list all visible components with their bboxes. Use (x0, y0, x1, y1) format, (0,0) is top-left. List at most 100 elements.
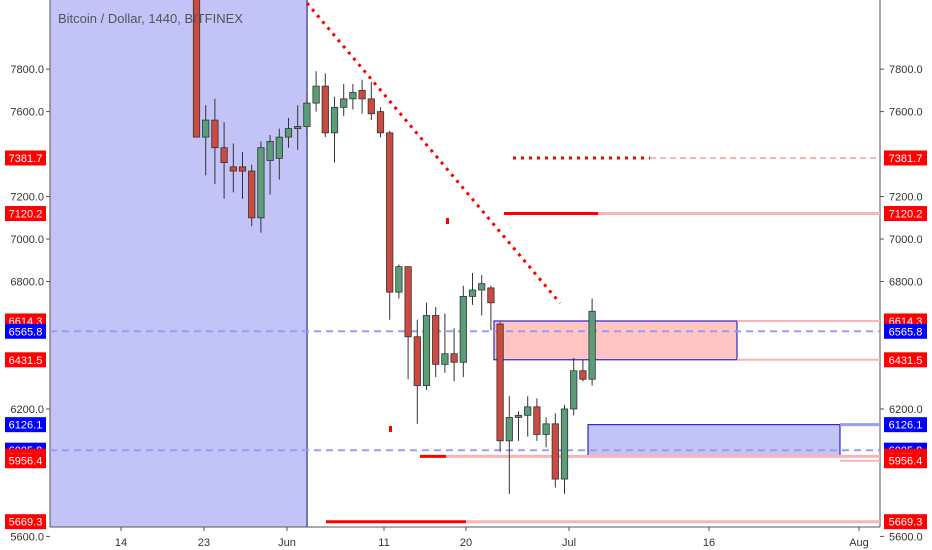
candle-down (192, 0, 201, 138)
candle-down (358, 89, 366, 100)
price-tag-left (5, 453, 46, 469)
y-tick-label-right: 7000.0 (889, 234, 923, 246)
candle-up (468, 289, 477, 297)
candle-up (330, 106, 339, 134)
y-tick-label-left: 7000.0 (10, 234, 44, 246)
highlight-range-shade (50, 0, 308, 527)
price-tag-left-label: 5669.3 (9, 517, 43, 529)
candle-down (487, 287, 495, 304)
x-tick-label: 14 (115, 537, 127, 549)
y-tick-label-left: 7800.0 (10, 64, 44, 76)
y-tick-label-right: 5600.0 (889, 531, 923, 543)
marker-dot (446, 218, 449, 224)
candle-up (395, 266, 403, 293)
candle-down (432, 315, 440, 365)
marker-dot (389, 426, 392, 432)
candle-up (349, 92, 357, 100)
price-tag-right (884, 417, 927, 433)
price-tag-right-label: 6565.8 (889, 326, 923, 338)
price-tag-right (884, 206, 927, 222)
price-tag-left (5, 323, 46, 339)
y-tick-label-right: 7200.0 (889, 192, 923, 204)
price-tag-right-label: 5956.4 (889, 456, 923, 468)
candle-up (560, 408, 569, 480)
price-tag-right-label: 7381.7 (889, 153, 923, 165)
y-tick-label-left: 7200.0 (10, 192, 44, 204)
candle-up (570, 370, 578, 410)
price-tag-left (5, 206, 46, 222)
candle-down (386, 132, 394, 293)
price-tag-left-label: 7120.2 (9, 209, 43, 221)
candle-up (588, 310, 596, 380)
y-tick-label-left: 6200.0 (10, 404, 44, 416)
candle-up (275, 136, 283, 159)
x-tick-label: 20 (460, 537, 472, 549)
price-tag-right (884, 352, 927, 368)
candle-up (524, 406, 532, 416)
candle-down (248, 170, 256, 219)
price-tag-left (5, 514, 46, 530)
price-tag-left (5, 150, 46, 166)
candle-up (459, 295, 467, 363)
price-tag-left-label: 7381.7 (9, 153, 43, 165)
support-zone (587, 424, 841, 457)
price-tag-right (884, 323, 927, 339)
x-tick-label: Jun (278, 537, 296, 549)
price-tag-right (884, 150, 927, 166)
candle-up (202, 119, 210, 138)
candle-down (229, 166, 237, 172)
price-tag-left-label: 6126.1 (9, 420, 43, 432)
candle-up (505, 417, 513, 442)
candle-up (257, 147, 265, 219)
price-tag-right (884, 453, 927, 469)
y-tick-label-right: 6800.0 (889, 277, 923, 289)
candle-up (294, 126, 302, 130)
candle-up (514, 414, 523, 418)
chart-title: Bitcoin / Dollar, 1440, BITFINEX (58, 11, 243, 26)
price-tag-left-label: 6431.5 (9, 355, 43, 367)
x-tick-label: 23 (198, 537, 210, 549)
candle-down (211, 119, 219, 149)
y-tick-label-left: 5600.0 (10, 531, 44, 543)
y-tick-label-left: 6800.0 (10, 277, 44, 289)
price-tag-left-label: 6565.8 (9, 326, 43, 338)
y-tick-label-right: 7600.0 (889, 107, 923, 119)
candle-up (542, 423, 550, 435)
resistance-zone (493, 320, 738, 361)
candle-down (450, 353, 458, 363)
candle-up (303, 102, 311, 127)
candle-down (367, 98, 375, 115)
candle-up (441, 353, 449, 365)
trend-line (305, 2, 562, 304)
price-tag-right-label: 7120.2 (889, 209, 923, 221)
candle-down (376, 111, 385, 134)
x-tick-label: Aug (849, 537, 869, 549)
candle-down (496, 323, 504, 442)
candle-up (340, 98, 348, 108)
x-tick-label: Jul (562, 537, 576, 549)
candles-group (192, 0, 596, 494)
x-tick-label: 11 (378, 537, 389, 549)
price-tag-left-label: 5956.4 (9, 456, 43, 468)
candle-up (478, 283, 486, 291)
candle-down (533, 406, 541, 435)
candle-down (238, 166, 247, 172)
price-tag-left (5, 352, 46, 368)
candle-down (404, 266, 412, 338)
candle-down (579, 370, 587, 380)
candle-up (312, 85, 320, 104)
price-tag-right-label: 5669.3 (889, 517, 923, 529)
price-tag-right-label: 6126.1 (889, 420, 923, 432)
candle-down (220, 147, 228, 163)
x-tick-label: 16 (703, 537, 715, 549)
price-tag-left (5, 417, 46, 433)
candle-up (284, 128, 293, 138)
candle-down (321, 85, 329, 134)
candle-down (413, 336, 421, 387)
y-tick-label-left: 7600.0 (10, 107, 44, 119)
y-tick-label-right: 6200.0 (889, 404, 923, 416)
candle-down (551, 423, 559, 480)
y-tick-label-right: 7800.0 (889, 64, 923, 76)
candle-up (266, 140, 274, 161)
